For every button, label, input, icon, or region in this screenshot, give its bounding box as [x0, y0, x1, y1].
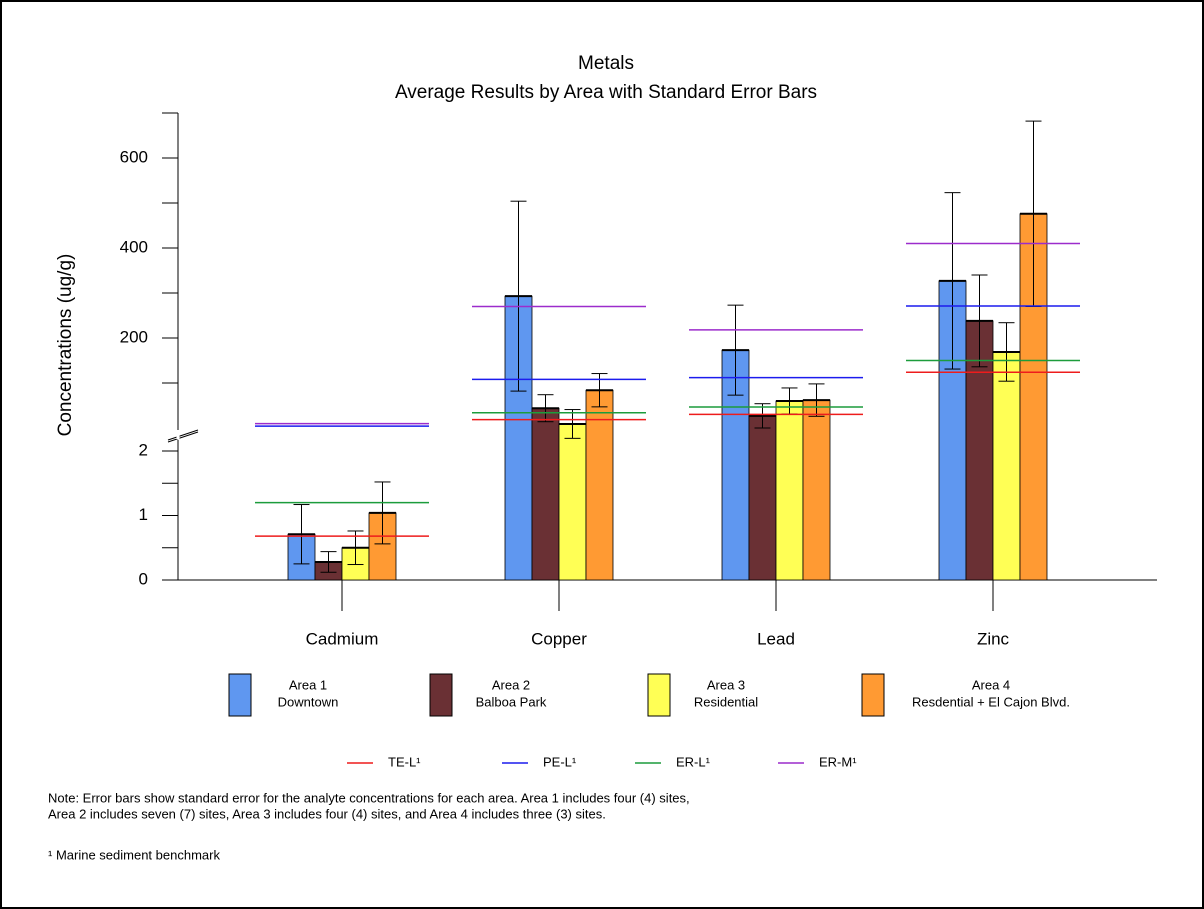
y-tick-label: 200 [120, 327, 148, 346]
bar [558, 423, 587, 581]
legend-swatch [429, 673, 453, 717]
y-axis-label: Concentrations (ug/g) [55, 254, 76, 437]
axis-break [167, 431, 199, 443]
x-tick-label: Cadmium [306, 629, 379, 648]
x-tick-label: Zinc [977, 629, 1010, 648]
legend-swatch [228, 673, 252, 717]
legend-label: Area 3 [707, 677, 745, 692]
legend-label: Balboa Park [476, 694, 547, 709]
x-tick-label: Lead [757, 629, 795, 648]
bar [748, 415, 777, 581]
legend-label: ER-M¹ [819, 754, 857, 769]
bar [531, 407, 560, 581]
y-tick-label: 2 [139, 440, 148, 459]
y-tick-label: 0 [139, 569, 148, 588]
chart-subtitle: Average Results by Area with Standard Er… [395, 82, 817, 103]
axis-break [167, 429, 199, 441]
footnote: ¹ Marine sediment benchmark [48, 847, 220, 862]
legend-label: Area 1 [289, 677, 327, 692]
y-tick-label: 400 [120, 237, 148, 256]
legend-label: ER-L¹ [676, 754, 711, 769]
bar [585, 389, 614, 581]
bar [802, 399, 831, 581]
legend-label: PE-L¹ [543, 754, 577, 769]
legend-label: Resdential + El Cajon Blvd. [912, 694, 1070, 709]
note-line: Note: Error bars show standard error for… [48, 790, 690, 805]
legend-swatch [861, 673, 885, 717]
legend-label: TE-L¹ [388, 754, 421, 769]
bar [992, 351, 1021, 581]
legend-label: Downtown [278, 694, 339, 709]
legend-label: Area 4 [972, 677, 1010, 692]
chart-title: Metals [578, 53, 634, 74]
y-tick-label: 1 [139, 505, 148, 524]
x-tick-label: Copper [531, 629, 587, 648]
legend-label: Area 2 [492, 677, 530, 692]
note-line: Area 2 includes seven (7) sites, Area 3 … [48, 806, 606, 821]
legend-label: Residential [694, 694, 758, 709]
bar [775, 400, 804, 581]
legend-swatch [647, 673, 671, 717]
y-tick-label: 600 [120, 147, 148, 166]
